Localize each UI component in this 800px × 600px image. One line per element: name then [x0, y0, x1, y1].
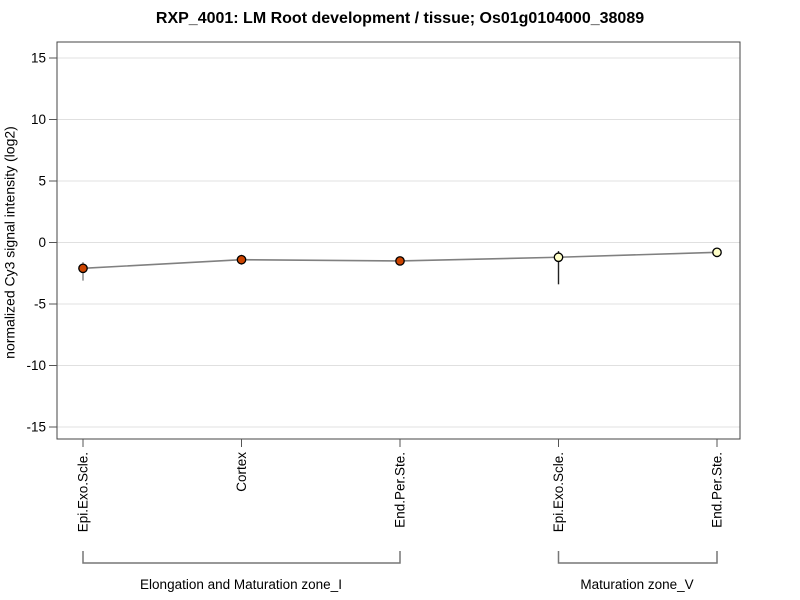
y-tick-label: -10	[26, 358, 46, 373]
group-bracket	[82, 551, 401, 564]
data-point	[236, 254, 247, 265]
y-tick-label: 10	[31, 112, 46, 127]
x-category-label: Epi.Exo.Scle.	[551, 452, 566, 532]
x-category-label: End.Per.Ste.	[710, 452, 725, 528]
data-point	[395, 256, 405, 266]
group-label-maturation-zone-v: Maturation zone_V	[580, 577, 694, 592]
y-tick-label: 0	[38, 235, 46, 250]
group-label-elongation-maturation-zone-i: Elongation and Maturation zone_I	[140, 577, 342, 592]
x-category-label: Epi.Exo.Scle.	[76, 452, 91, 532]
chart-title: RXP_4001: LM Root development / tissue; …	[155, 10, 645, 27]
y-tick-label: -5	[34, 297, 46, 312]
y-tick-label: -15	[26, 420, 46, 435]
data-point	[78, 263, 88, 274]
group-bracket	[557, 551, 718, 564]
y-tick-label: 5	[38, 174, 46, 189]
y-tick-label: 15	[31, 51, 46, 66]
plot-border	[56, 41, 741, 440]
data-point	[712, 247, 722, 258]
x-category-label: Cortex	[234, 452, 249, 492]
data-point	[553, 252, 564, 263]
x-category-label: End.Per.Ste.	[393, 452, 408, 528]
